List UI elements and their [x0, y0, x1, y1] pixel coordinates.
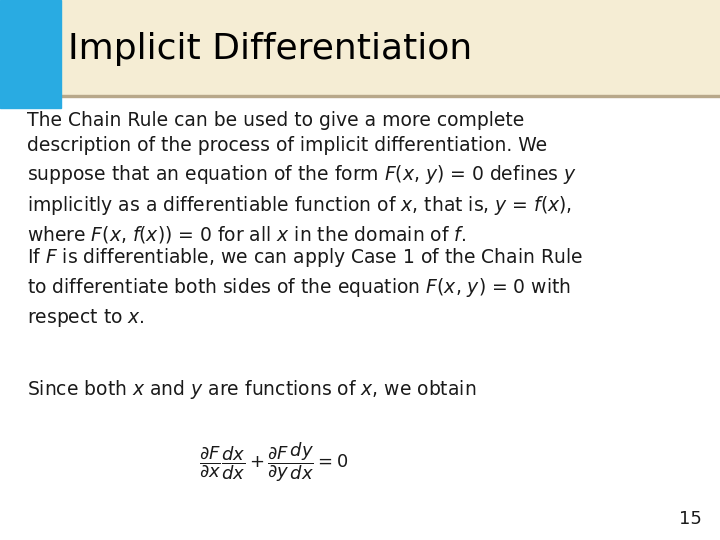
Text: If $F$ is differentiable, we can apply Case 1 of the Chain Rule
to differentiate: If $F$ is differentiable, we can apply C… [27, 246, 583, 328]
Text: $\dfrac{\partial F}{\partial x}\dfrac{dx}{dx} + \dfrac{\partial F}{\partial y}\d: $\dfrac{\partial F}{\partial x}\dfrac{dx… [199, 440, 348, 484]
Bar [0, 0, 720, 94]
Text: Since both $x$ and $y$ are functions of $x$, we obtain: Since both $x$ and $y$ are functions of … [27, 378, 477, 401]
Bar [0, 0, 61, 108]
Text: Implicit Differentiation: Implicit Differentiation [68, 32, 472, 66]
Text: 15: 15 [679, 510, 702, 528]
Bar [0, 94, 720, 97]
Text: The Chain Rule can be used to give a more complete
description of the process of: The Chain Rule can be used to give a mor… [27, 111, 577, 245]
